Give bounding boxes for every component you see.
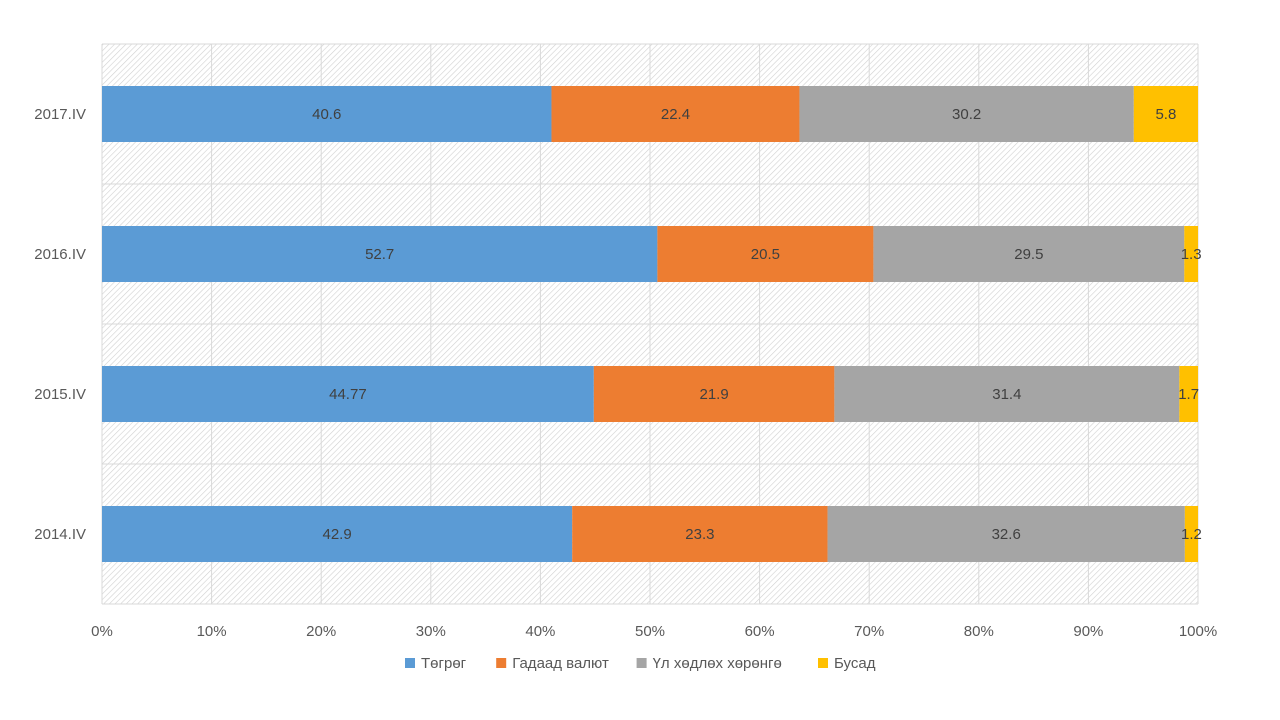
data-label: 42.9	[322, 526, 351, 543]
data-labels: 40.6 22.4 30.2 5.8 52.7 20.5 29.5 1.3 44.77 21.9 3…	[312, 106, 1202, 543]
x-tick-label: 100%	[1179, 623, 1217, 640]
category-labels: 2017.IV 2016.IV 2015.IV 2014.IV	[34, 106, 86, 543]
legend-swatch	[405, 658, 415, 668]
data-label: 32.6	[992, 526, 1021, 543]
category-label: 2016.IV	[34, 246, 86, 263]
bar-segment	[572, 506, 828, 562]
data-label: 1.3	[1181, 246, 1202, 263]
bars	[102, 86, 1198, 562]
bar-segment	[834, 366, 1180, 422]
data-label: 5.8	[1155, 106, 1176, 123]
bar-segment	[593, 366, 835, 422]
legend-label: Гадаад валют	[512, 655, 609, 672]
legend-swatch	[818, 658, 828, 668]
bar-segment	[102, 506, 573, 562]
data-label: 21.9	[699, 386, 728, 403]
x-tick-label: 10%	[197, 623, 227, 640]
data-label: 40.6	[312, 106, 341, 123]
legend-swatch	[636, 658, 647, 668]
bar-segment	[102, 86, 552, 142]
bar-segment	[102, 226, 658, 282]
x-axis-tick-labels: 0% 10% 20% 30% 40% 50% 60% 70% 80% 90% 100%	[91, 623, 1217, 640]
bar-segment	[1133, 86, 1198, 142]
legend-label: Үл хөдлөх хөрөнгө	[653, 655, 782, 672]
category-label: 2017.IV	[34, 106, 86, 123]
data-label: 52.7	[365, 246, 394, 263]
data-label: 23.3	[685, 526, 714, 543]
category-label: 2014.IV	[34, 526, 86, 543]
bar-segment	[827, 506, 1185, 562]
bar-segment	[1179, 366, 1198, 422]
bar-segment	[1184, 506, 1198, 562]
data-label: 22.4	[661, 106, 690, 123]
data-label: 44.77	[329, 386, 367, 403]
x-tick-label: 70%	[854, 623, 884, 640]
legend-swatch	[496, 658, 507, 668]
legend-label: Төгрөг	[421, 655, 467, 672]
bar-segment	[102, 366, 594, 422]
x-tick-label: 80%	[964, 623, 994, 640]
bar-segment	[551, 86, 800, 142]
bar-segment	[1184, 226, 1198, 282]
data-label: 29.5	[1014, 246, 1043, 263]
data-label: 1.7	[1178, 386, 1199, 403]
x-tick-label: 30%	[416, 623, 446, 640]
category-label: 2015.IV	[34, 386, 86, 403]
data-label: 30.2	[952, 106, 981, 123]
x-tick-label: 50%	[635, 623, 665, 640]
legend: Төгрөг Гадаад валют Үл хөдлөх хөрөнгө Бусад	[405, 655, 876, 672]
x-tick-label: 20%	[306, 623, 336, 640]
data-label: 20.5	[751, 246, 780, 263]
x-tick-label: 0%	[91, 623, 113, 640]
x-tick-label: 60%	[745, 623, 775, 640]
data-label: 1.2	[1181, 526, 1202, 543]
data-label: 31.4	[992, 386, 1021, 403]
x-tick-label: 40%	[525, 623, 555, 640]
bar-segment	[657, 226, 874, 282]
x-tick-label: 90%	[1073, 623, 1103, 640]
legend-label: Бусад	[834, 655, 876, 672]
bar-segment	[873, 226, 1185, 282]
bar-segment	[799, 86, 1134, 142]
